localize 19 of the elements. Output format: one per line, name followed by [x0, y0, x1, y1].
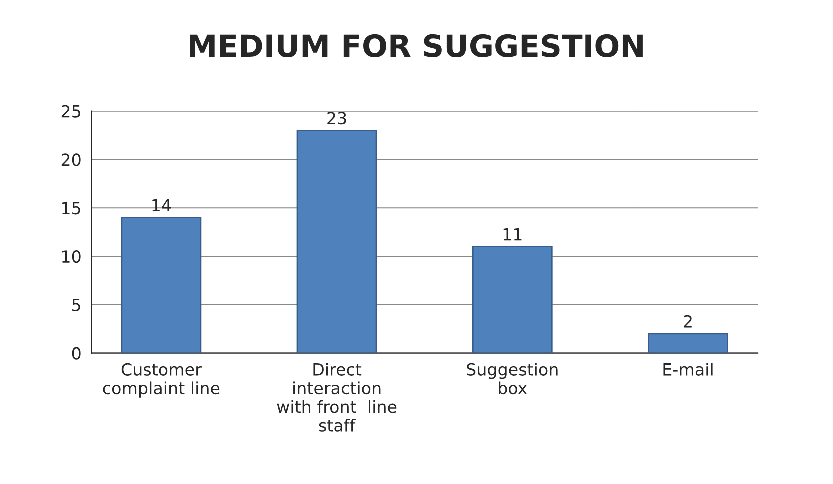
data-label: 14 [152, 199, 172, 212]
y-tick-label: 10 [62, 250, 81, 264]
y-tick-label: 20 [62, 154, 81, 166]
y-tick-label: 25 [62, 105, 80, 118]
bar [121, 217, 202, 354]
y-tick-label: 0 [72, 347, 81, 360]
data-label: 2 [684, 315, 692, 328]
bar [296, 130, 378, 354]
chart-title: MEDIUM FOR SUGGESTION [190, 34, 643, 58]
x-tick-label: Customer complaint line [103, 363, 220, 398]
x-tick-label: Suggestion box [467, 363, 558, 395]
bar [648, 333, 728, 354]
x-tick-label: Direct interaction with front line staff [277, 363, 397, 432]
y-tick-label: 15 [62, 202, 80, 215]
x-tick-label: E-mail [664, 363, 713, 376]
bar [472, 246, 553, 354]
data-label: 23 [328, 112, 346, 125]
data-label: 11 [504, 228, 522, 241]
y-tick-label: 5 [72, 299, 80, 312]
